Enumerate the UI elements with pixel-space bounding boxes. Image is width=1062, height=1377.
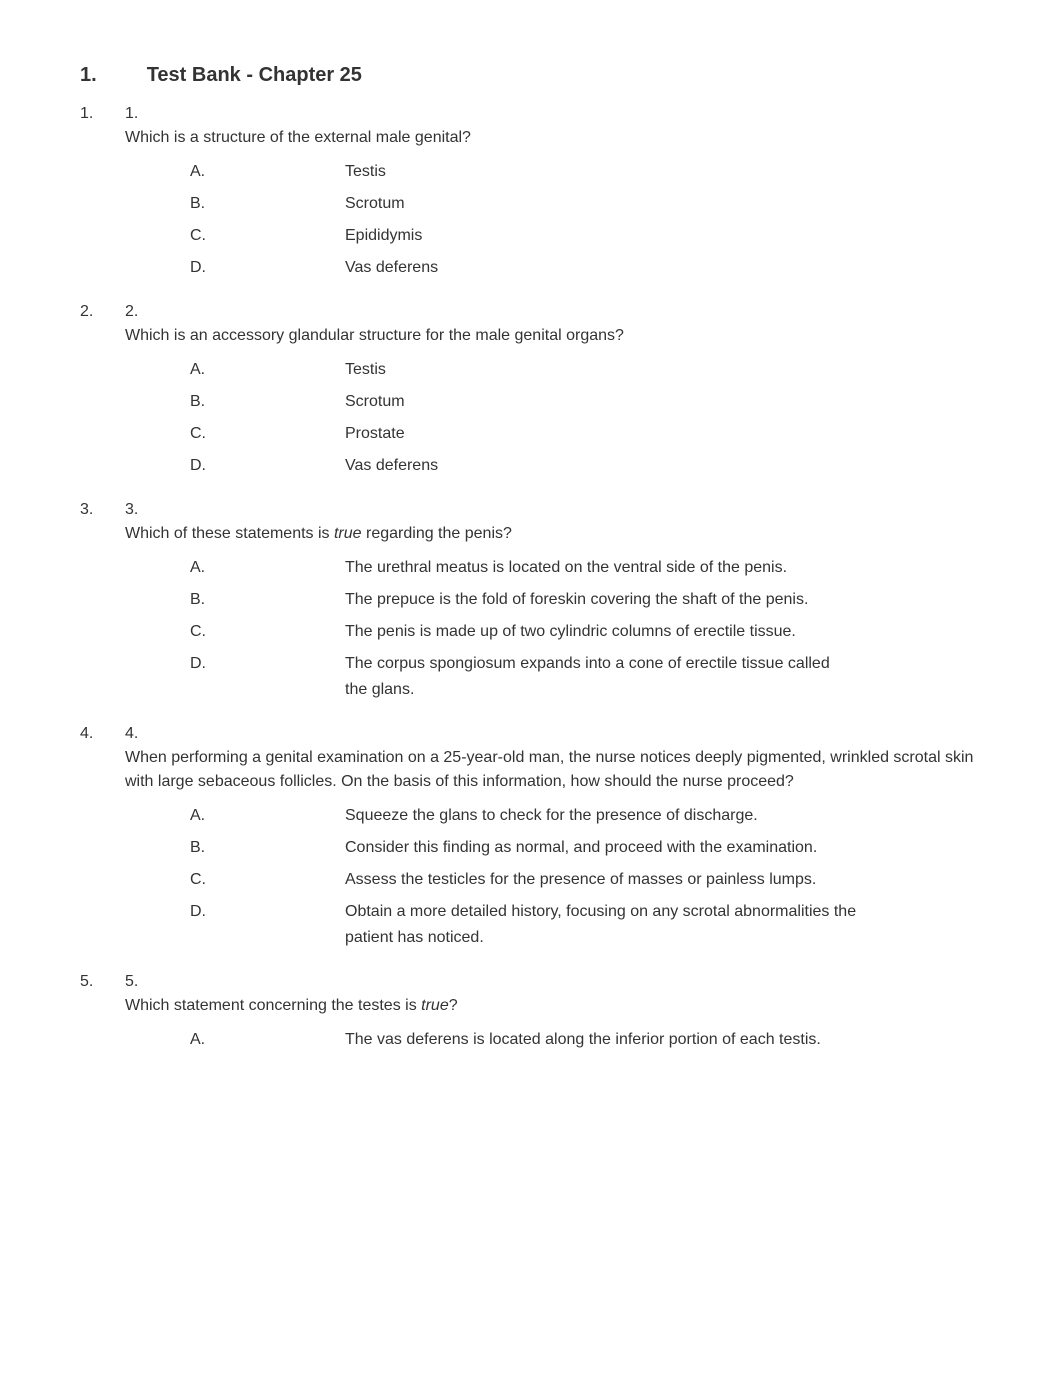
chapter-title-row: 1. Test Bank - Chapter 25 xyxy=(80,60,982,90)
stem-part: true xyxy=(334,525,362,542)
option-letter: C. xyxy=(190,620,345,644)
option-text: The urethral meatus is located on the ve… xyxy=(345,556,982,580)
option-row: C.Prostate xyxy=(190,422,982,446)
option-text: Testis xyxy=(345,358,982,382)
question-stem: Which statement concerning the testes is… xyxy=(125,994,982,1018)
option-letter: A. xyxy=(190,556,345,580)
question-block: 2.2.Which is an accessory glandular stru… xyxy=(80,300,982,478)
option-row: A.Testis xyxy=(190,160,982,184)
option-text: Testis xyxy=(345,160,982,184)
question-inner-number: 4. xyxy=(125,722,265,746)
option-text: The vas deferens is located along the in… xyxy=(345,1028,982,1052)
option-row: B.Consider this finding as normal, and p… xyxy=(190,836,982,860)
stem-part: Which is a structure of the external mal… xyxy=(125,129,471,146)
option-row: B.The prepuce is the fold of foreskin co… xyxy=(190,588,982,612)
option-letter: A. xyxy=(190,358,345,382)
option-row: D.Obtain a more detailed history, focusi… xyxy=(190,900,982,950)
question-outer-number: 1. xyxy=(80,102,125,126)
option-letter: A. xyxy=(190,804,345,828)
question-inner-number: 5. xyxy=(125,970,265,994)
option-continuation: patient has noticed. xyxy=(345,926,982,950)
option-row: A.The urethral meatus is located on the … xyxy=(190,556,982,580)
option-row: A.Testis xyxy=(190,358,982,382)
continuation-part: patient has noticed. xyxy=(345,929,484,946)
option-text: The penis is made up of two cylindric co… xyxy=(345,620,982,644)
question-number-row: 1.1. xyxy=(80,102,982,126)
stem-part: When performing a genital examination on… xyxy=(125,749,973,790)
option-text: Consider this finding as normal, and pro… xyxy=(345,836,982,860)
title-number: 1. xyxy=(80,60,97,90)
question-inner-number: 3. xyxy=(125,498,265,522)
question-block: 3.3.Which of these statements is true re… xyxy=(80,498,982,702)
option-row: C.The penis is made up of two cylindric … xyxy=(190,620,982,644)
option-text: Epididymis xyxy=(345,224,982,248)
option-row: A.Squeeze the glans to check for the pre… xyxy=(190,804,982,828)
option-letter: C. xyxy=(190,868,345,892)
option-row: B.Scrotum xyxy=(190,192,982,216)
option-letter: D. xyxy=(190,900,345,924)
stem-part: Which statement concerning the testes is xyxy=(125,997,421,1014)
question-stem: Which is a structure of the external mal… xyxy=(125,126,982,150)
questions-container: 1.1.Which is a structure of the external… xyxy=(80,102,982,1052)
option-letter: D. xyxy=(190,652,345,676)
option-first-line: D.Obtain a more detailed history, focusi… xyxy=(190,900,982,924)
option-row: B.Scrotum xyxy=(190,390,982,414)
option-text: Obtain a more detailed history, focusing… xyxy=(345,900,982,924)
option-text: Scrotum xyxy=(345,390,982,414)
option-row: C.Epididymis xyxy=(190,224,982,248)
option-text: Vas deferens xyxy=(345,454,982,478)
option-continuation: the glans. xyxy=(345,678,982,702)
option-row: A.The vas deferens is located along the … xyxy=(190,1028,982,1052)
stem-part: Which is an accessory glandular structur… xyxy=(125,327,624,344)
option-letter: B. xyxy=(190,836,345,860)
question-inner-number: 1. xyxy=(125,102,265,126)
stem-part: Which of these statements is xyxy=(125,525,334,542)
stem-part: regarding the penis? xyxy=(362,525,512,542)
stem-part: true xyxy=(421,997,449,1014)
question-stem: When performing a genital examination on… xyxy=(125,746,982,794)
option-text: Squeeze the glans to check for the prese… xyxy=(345,804,982,828)
option-letter: D. xyxy=(190,454,345,478)
question-outer-number: 3. xyxy=(80,498,125,522)
option-row: C.Assess the testicles for the presence … xyxy=(190,868,982,892)
continuation-part: . xyxy=(410,681,414,698)
option-row: D.The corpus spongiosum expands into a c… xyxy=(190,652,982,702)
option-letter: B. xyxy=(190,390,345,414)
option-text: Assess the testicles for the presence of… xyxy=(345,868,982,892)
option-letter: B. xyxy=(190,192,345,216)
option-row: D.Vas deferens xyxy=(190,256,982,280)
stem-part: ? xyxy=(449,997,458,1014)
continuation-part: the xyxy=(345,681,372,698)
question-number-row: 4.4. xyxy=(80,722,982,746)
question-stem: Which is an accessory glandular structur… xyxy=(125,324,982,348)
question-stem: Which of these statements is true regard… xyxy=(125,522,982,546)
option-letter: D. xyxy=(190,256,345,280)
question-block: 5.5.Which statement concerning the teste… xyxy=(80,970,982,1052)
option-text: The corpus spongiosum expands into a con… xyxy=(345,652,982,676)
title-text: Test Bank - Chapter 25 xyxy=(147,60,362,90)
option-letter: A. xyxy=(190,160,345,184)
question-outer-number: 4. xyxy=(80,722,125,746)
question-block: 4.4.When performing a genital examinatio… xyxy=(80,722,982,950)
option-letter: B. xyxy=(190,588,345,612)
continuation-part: glans xyxy=(372,681,410,698)
question-block: 1.1.Which is a structure of the external… xyxy=(80,102,982,280)
question-outer-number: 5. xyxy=(80,970,125,994)
question-number-row: 2.2. xyxy=(80,300,982,324)
question-number-row: 3.3. xyxy=(80,498,982,522)
question-outer-number: 2. xyxy=(80,300,125,324)
option-row: D.Vas deferens xyxy=(190,454,982,478)
question-inner-number: 2. xyxy=(125,300,265,324)
option-text: Scrotum xyxy=(345,192,982,216)
option-text: Vas deferens xyxy=(345,256,982,280)
question-number-row: 5.5. xyxy=(80,970,982,994)
option-text: Prostate xyxy=(345,422,982,446)
option-letter: C. xyxy=(190,224,345,248)
option-first-line: D.The corpus spongiosum expands into a c… xyxy=(190,652,982,676)
option-letter: A. xyxy=(190,1028,345,1052)
option-letter: C. xyxy=(190,422,345,446)
option-text: The prepuce is the fold of foreskin cove… xyxy=(345,588,982,612)
